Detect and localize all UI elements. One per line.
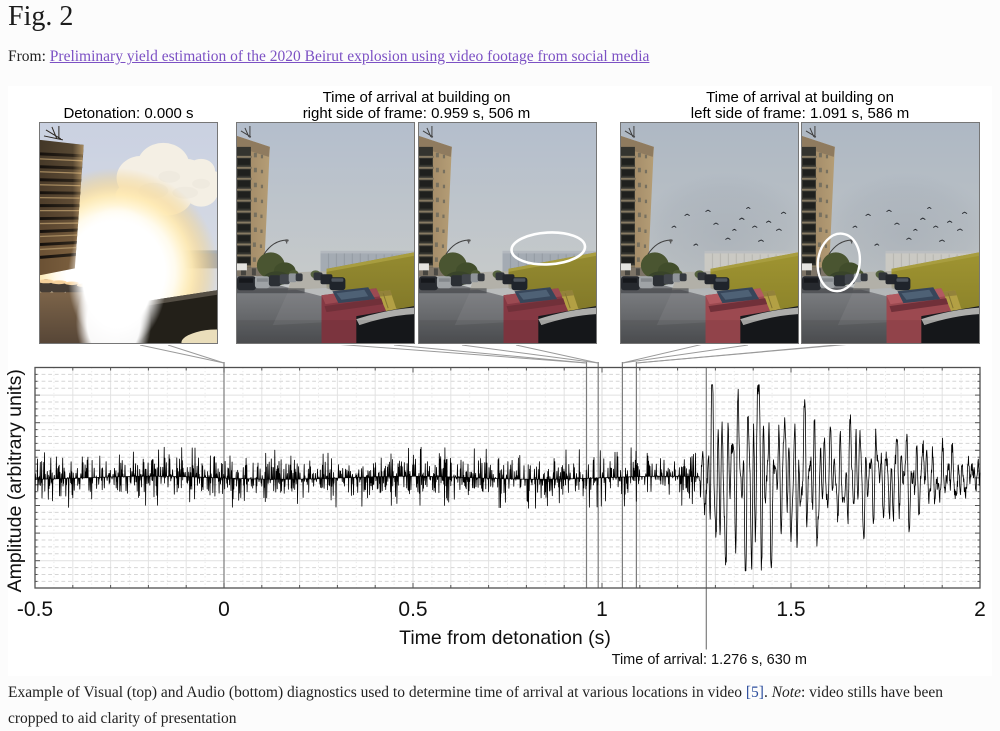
svg-text:Amplitude (arbitrary units): Amplitude (arbitrary units) [4,369,26,592]
svg-text:Time from detonation (s): Time from detonation (s) [399,627,611,649]
svg-text:0.5: 0.5 [398,598,427,621]
svg-text:1.5: 1.5 [776,598,805,621]
svg-text:Time of arrival: 1.276 s, 630: Time of arrival: 1.276 s, 630 m [612,652,807,668]
svg-text:1: 1 [596,598,608,621]
svg-text:0: 0 [218,598,230,621]
svg-text:-0.5: -0.5 [17,598,53,621]
svg-text:2: 2 [974,598,986,621]
